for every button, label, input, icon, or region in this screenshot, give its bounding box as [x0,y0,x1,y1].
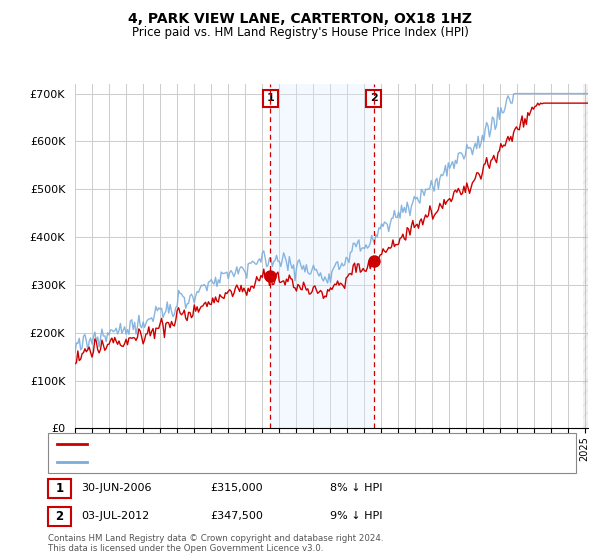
Text: 4, PARK VIEW LANE, CARTERTON, OX18 1HZ (detached house): 4, PARK VIEW LANE, CARTERTON, OX18 1HZ (… [93,439,417,449]
Bar [271,84,374,428]
Text: 8% ↓ HPI: 8% ↓ HPI [330,483,383,493]
Text: Price paid vs. HM Land Registry's House Price Index (HPI): Price paid vs. HM Land Registry's House … [131,26,469,39]
Text: 30-JUN-2006: 30-JUN-2006 [81,483,151,493]
Text: HPI: Average price, detached house, West Oxfordshire: HPI: Average price, detached house, West… [93,458,376,467]
Text: 2: 2 [55,510,64,523]
Text: £347,500: £347,500 [210,511,263,521]
Text: 9% ↓ HPI: 9% ↓ HPI [330,511,383,521]
Text: 4, PARK VIEW LANE, CARTERTON, OX18 1HZ: 4, PARK VIEW LANE, CARTERTON, OX18 1HZ [128,12,472,26]
Text: £315,000: £315,000 [210,483,263,493]
Text: 2: 2 [370,94,377,104]
Text: 03-JUL-2012: 03-JUL-2012 [81,511,149,521]
Bar [583,84,588,428]
Text: 1: 1 [266,94,274,104]
Text: 1: 1 [55,482,64,495]
Text: Contains HM Land Registry data © Crown copyright and database right 2024.
This d: Contains HM Land Registry data © Crown c… [48,534,383,553]
